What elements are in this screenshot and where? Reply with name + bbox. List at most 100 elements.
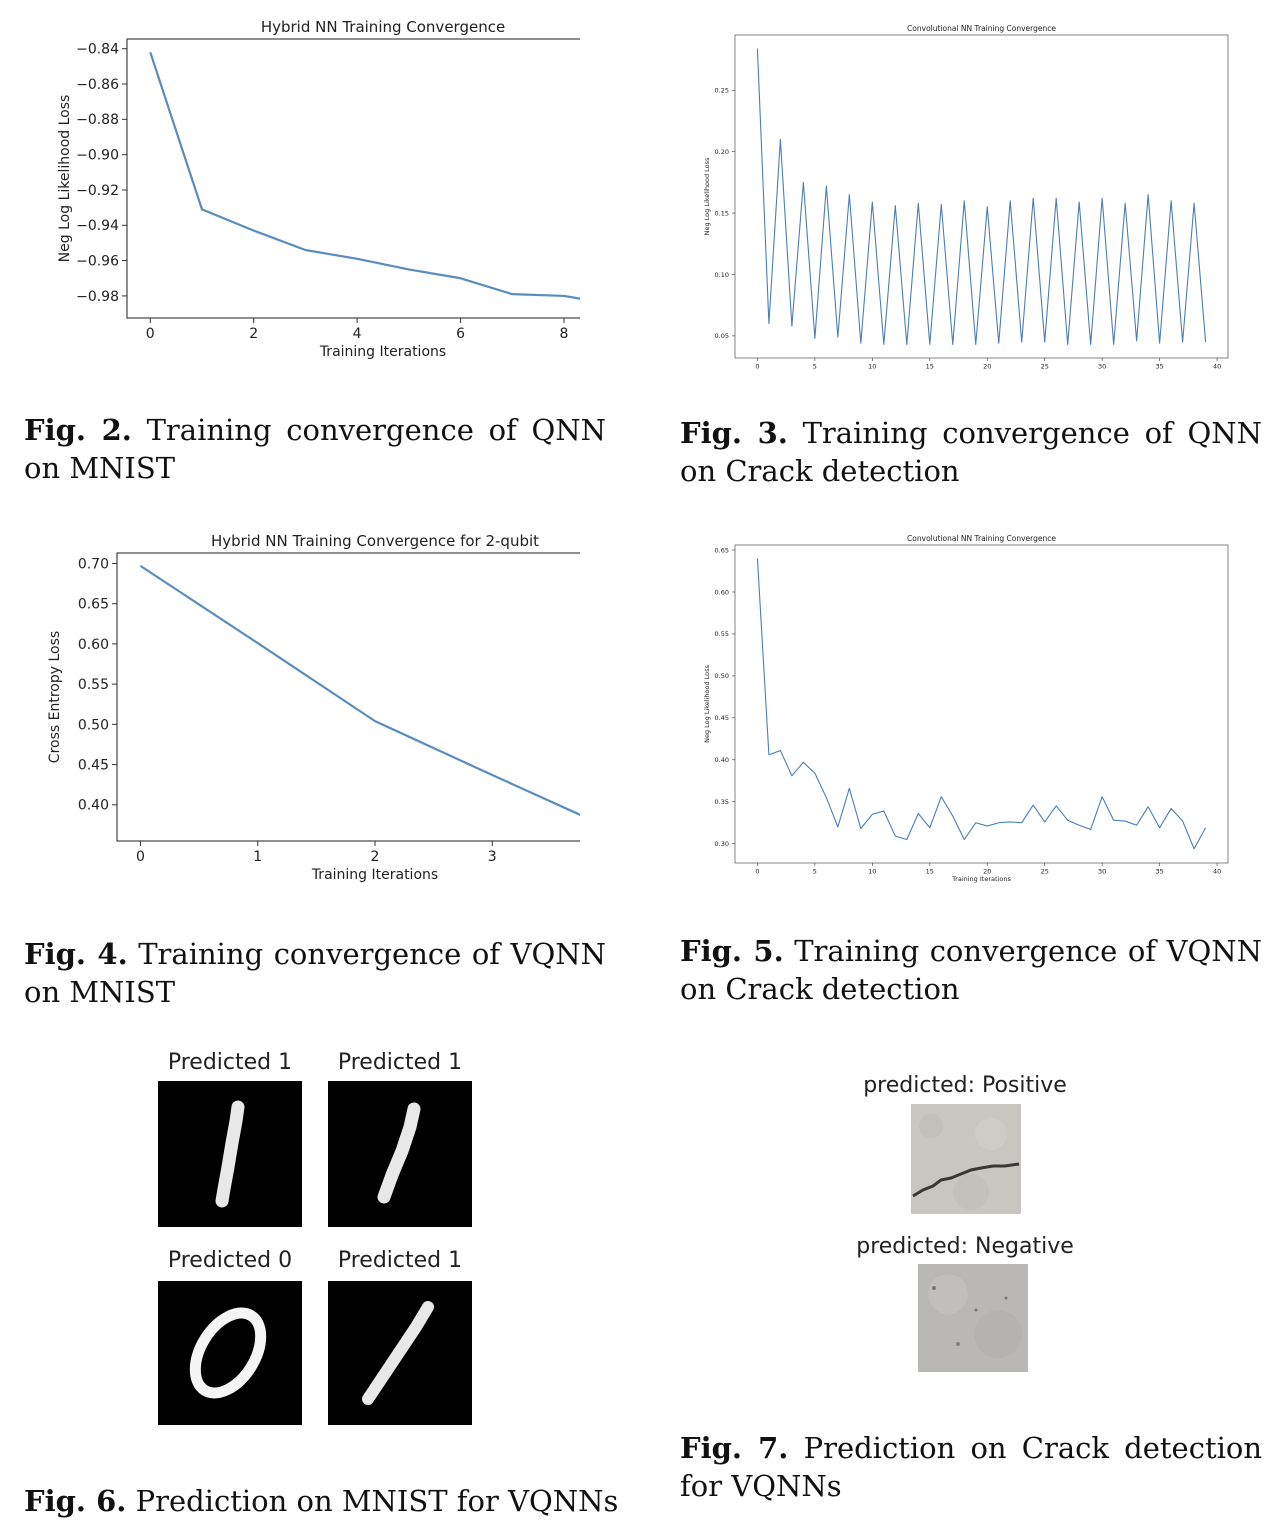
mnist-title-1: Predicted 1	[167, 1050, 293, 1075]
fig4-x-tick-label-0: 0	[136, 849, 145, 865]
crack-image-negative	[918, 1264, 1028, 1372]
fig3-x-tick-label-6: 30	[1098, 363, 1106, 371]
fig3-x-tick-label-1: 5	[813, 363, 817, 371]
fig4-y-tick-label-4: 0.60	[78, 637, 109, 653]
fig3-series-line-0	[756, 48, 1207, 346]
fig2-x-tick-label-1: 2	[249, 326, 258, 342]
caption-fig5-label: Fig. 5.	[680, 934, 784, 968]
fig2-x-tick-label-4: 8	[560, 326, 569, 342]
mnist-digit-image-3	[158, 1281, 302, 1425]
crack-image-positive	[911, 1104, 1021, 1214]
caption-fig5-text: Training convergence of VQNN on Crack de…	[680, 934, 1263, 1006]
fig3-x-tick-label-8: 40	[1213, 363, 1221, 371]
fig2-y-tick-label-2: −0.88	[76, 112, 119, 128]
caption-fig7-label: Fig. 7.	[680, 1431, 789, 1465]
caption-fig4-label: Fig. 4.	[24, 937, 128, 971]
fig2-y-tick-label-5: −0.94	[76, 218, 119, 234]
mnist-title-2: Predicted 1	[337, 1050, 463, 1075]
fig5-y-tick-label-6: 0.60	[715, 588, 729, 596]
fig3-x-tick-label-2: 10	[868, 363, 876, 371]
fig3-y-tick-label-0: 0.05	[715, 332, 729, 340]
fig3-x-tick-label-3: 15	[926, 363, 934, 371]
fig4-y-tick-label-5: 0.65	[78, 597, 109, 613]
fig2-y-axis-label: Neg Log Likelihood Loss	[57, 95, 73, 263]
fig3-y-tick-label-4: 0.25	[715, 87, 729, 95]
fig2-y-tick-label-6: −0.96	[76, 254, 119, 270]
fig3-y-tick-label-2: 0.15	[715, 209, 729, 217]
fig4-x-tick-label-1: 1	[253, 849, 262, 865]
fig2-y-tick-label-3: −0.90	[76, 148, 119, 164]
caption-fig6: Fig. 6. Prediction on MNIST for VQNNs	[24, 1482, 624, 1520]
fig4-y-tick-label-6: 0.70	[78, 556, 109, 572]
mnist-digit-image-4	[328, 1281, 472, 1425]
caption-fig5: Fig. 5. Training convergence of VQNN on …	[680, 932, 1262, 1008]
fig3-y-tick-label-3: 0.20	[715, 148, 729, 156]
mnist-digit-image-2	[328, 1081, 472, 1227]
caption-fig3-text: Training convergence of QNN on Crack det…	[680, 416, 1262, 488]
fig5-y-tick-label-2: 0.40	[715, 756, 729, 764]
fig5-y-tick-label-3: 0.45	[715, 714, 729, 722]
fig2-x-tick-label-3: 6	[456, 326, 465, 342]
fig2-y-tick-label-0: −0.84	[76, 42, 119, 58]
fig5-x-tick-label-0: 0	[755, 868, 759, 876]
fig4-x-axis-label: Training Iterations	[311, 867, 438, 883]
fig5-x-tick-label-7: 35	[1155, 868, 1163, 876]
fig5-chart-title: Convolutional NN Training Convergence	[907, 534, 1056, 543]
caption-fig6-text: Prediction on MNIST for VQNNs	[135, 1484, 619, 1518]
fig4-series-line-0	[139, 564, 580, 816]
mnist-title-3: Predicted 0	[167, 1248, 293, 1273]
fig2-y-tick-label-4: −0.92	[76, 183, 119, 199]
fig5-x-axis-label: Training Iterations	[951, 875, 1011, 883]
fig4-y-tick-label-2: 0.50	[78, 717, 109, 733]
caption-fig6-label: Fig. 6.	[24, 1484, 127, 1518]
caption-fig7: Fig. 7. Prediction on Crack detection fo…	[680, 1429, 1262, 1505]
fig4-x-tick-label-2: 2	[371, 849, 380, 865]
fig5-x-tick-label-5: 25	[1041, 868, 1049, 876]
fig2-chart-title: Hybrid NN Training Convergence	[261, 18, 505, 36]
fig5-y-tick-label-0: 0.30	[715, 840, 729, 848]
fig5-y-tick-label-5: 0.55	[715, 630, 729, 638]
chart-fig2: Hybrid NN Training Convergence 0 2 4 6 8 −0.84…	[57, 18, 580, 360]
chart-fig4: Hybrid NN Training Convergence for 2-qub…	[47, 532, 580, 883]
fig4-y-axis-label: Cross Entropy Loss	[47, 631, 63, 763]
fig2-plot-frame	[126, 38, 580, 319]
caption-fig3: Fig. 3. Training convergence of QNN on C…	[680, 414, 1262, 490]
fig2-y-tick-label-7: −0.98	[76, 289, 119, 305]
fig5-y-tick-label-7: 0.65	[715, 546, 729, 554]
fig5-y-tick-label-4: 0.50	[715, 672, 729, 680]
caption-fig2-text: Training convergence of QNN on MNIST	[24, 413, 606, 485]
fig3-y-axis-label: Neg Log Likelihood Loss	[703, 157, 711, 235]
caption-fig2: Fig. 2. Training convergence of QNN on M…	[24, 411, 606, 487]
crack-title-positive: predicted: Positive	[863, 1073, 1067, 1098]
fig3-x-tick-label-0: 0	[755, 363, 759, 371]
fig2-series-line-0	[149, 51, 580, 300]
fig4-y-tick-label-1: 0.45	[78, 757, 109, 773]
fig3-plot-frame	[734, 34, 1229, 359]
fig3-x-tick-label-4: 20	[983, 363, 991, 371]
fig5-x-tick-label-4: 20	[983, 868, 991, 876]
fig5-y-tick-label-1: 0.35	[715, 798, 729, 806]
mnist-title-4: Predicted 1	[337, 1248, 463, 1273]
caption-fig7-text: Prediction on Crack detection for VQNNs	[680, 1431, 1263, 1503]
fig5-plot-frame	[734, 544, 1229, 864]
fig4-y-tick-label-3: 0.55	[78, 677, 109, 693]
crack-title-negative: predicted: Negative	[856, 1234, 1074, 1259]
fig5-x-tick-label-2: 10	[868, 868, 876, 876]
caption-fig3-label: Fig. 3.	[680, 416, 788, 450]
fig4-x-tick-label-3: 3	[488, 849, 497, 865]
fig5-y-axis-label: Neg Log Likelihood Loss	[703, 664, 711, 742]
caption-fig4: Fig. 4. Training convergence of VQNN on …	[24, 935, 606, 1011]
fig4-chart-title: Hybrid NN Training Convergence for 2-qub…	[211, 532, 539, 550]
fig5-x-tick-label-8: 40	[1213, 868, 1221, 876]
chart-fig3: Convolutional NN Training Convergence 0 5 1…	[703, 24, 1229, 371]
fig3-x-tick-label-5: 25	[1041, 363, 1049, 371]
fig5-x-tick-label-6: 30	[1098, 868, 1106, 876]
fig5-series-line-0	[756, 558, 1207, 850]
fig2-x-tick-label-2: 4	[353, 326, 362, 342]
fig2-x-axis-label: Training Iterations	[319, 344, 446, 360]
mnist-digit-image-1	[158, 1081, 302, 1227]
caption-fig4-text: Training convergence of VQNN on MNIST	[24, 937, 607, 1009]
fig3-y-tick-label-1: 0.10	[715, 271, 729, 279]
fig2-y-tick-label-1: −0.86	[76, 77, 119, 93]
fig2-x-tick-label-0: 0	[146, 326, 155, 342]
